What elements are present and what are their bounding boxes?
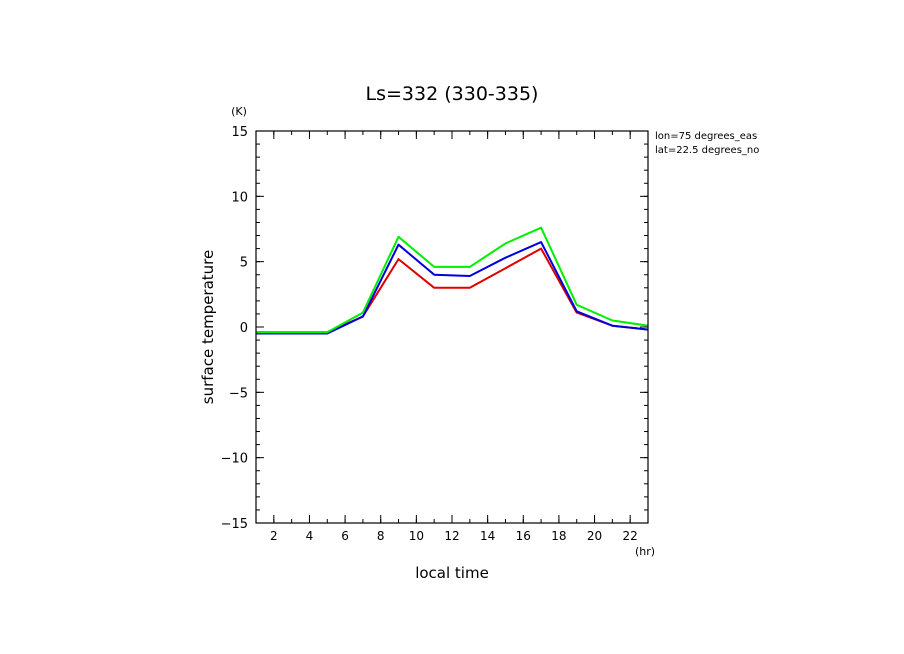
x-tick-label: 14: [480, 529, 495, 543]
x-tick-label: 2: [270, 529, 278, 543]
y-tick-label: −15: [221, 517, 248, 532]
x-axis-label: local time: [415, 564, 489, 582]
annotation-lat: lat=22.5 degrees_no: [655, 145, 759, 156]
y-unit-label: (K): [231, 105, 247, 118]
x-tick-label: 18: [551, 529, 566, 543]
x-tick-label: 4: [306, 529, 314, 543]
annotation-lon: lon=75 degrees_eas: [655, 131, 757, 142]
x-tick-label: 8: [377, 529, 385, 543]
chart-title: Ls=332 (330-335): [366, 83, 539, 105]
x-unit-label: (hr): [635, 545, 655, 558]
x-tick-label: 6: [341, 529, 349, 543]
y-tick-label: 10: [231, 190, 248, 205]
series-line-red: [256, 247, 649, 334]
y-tick-label: 15: [231, 125, 248, 140]
series-line-blue: [256, 241, 649, 335]
y-tick-label: 5: [240, 256, 248, 271]
x-tick-label: 16: [516, 529, 531, 543]
plot-frame: [255, 130, 649, 524]
x-tick-label: 12: [444, 529, 459, 543]
y-tick-label: −10: [221, 452, 248, 467]
x-tick-label: 22: [623, 529, 638, 543]
y-axis-label: surface temperature: [199, 250, 217, 405]
series-line-green: [256, 226, 649, 334]
x-tick-label: 10: [409, 529, 424, 543]
y-tick-label: 0: [240, 321, 248, 336]
x-tick-label: 20: [587, 529, 602, 543]
y-tick-label: −5: [229, 386, 248, 401]
